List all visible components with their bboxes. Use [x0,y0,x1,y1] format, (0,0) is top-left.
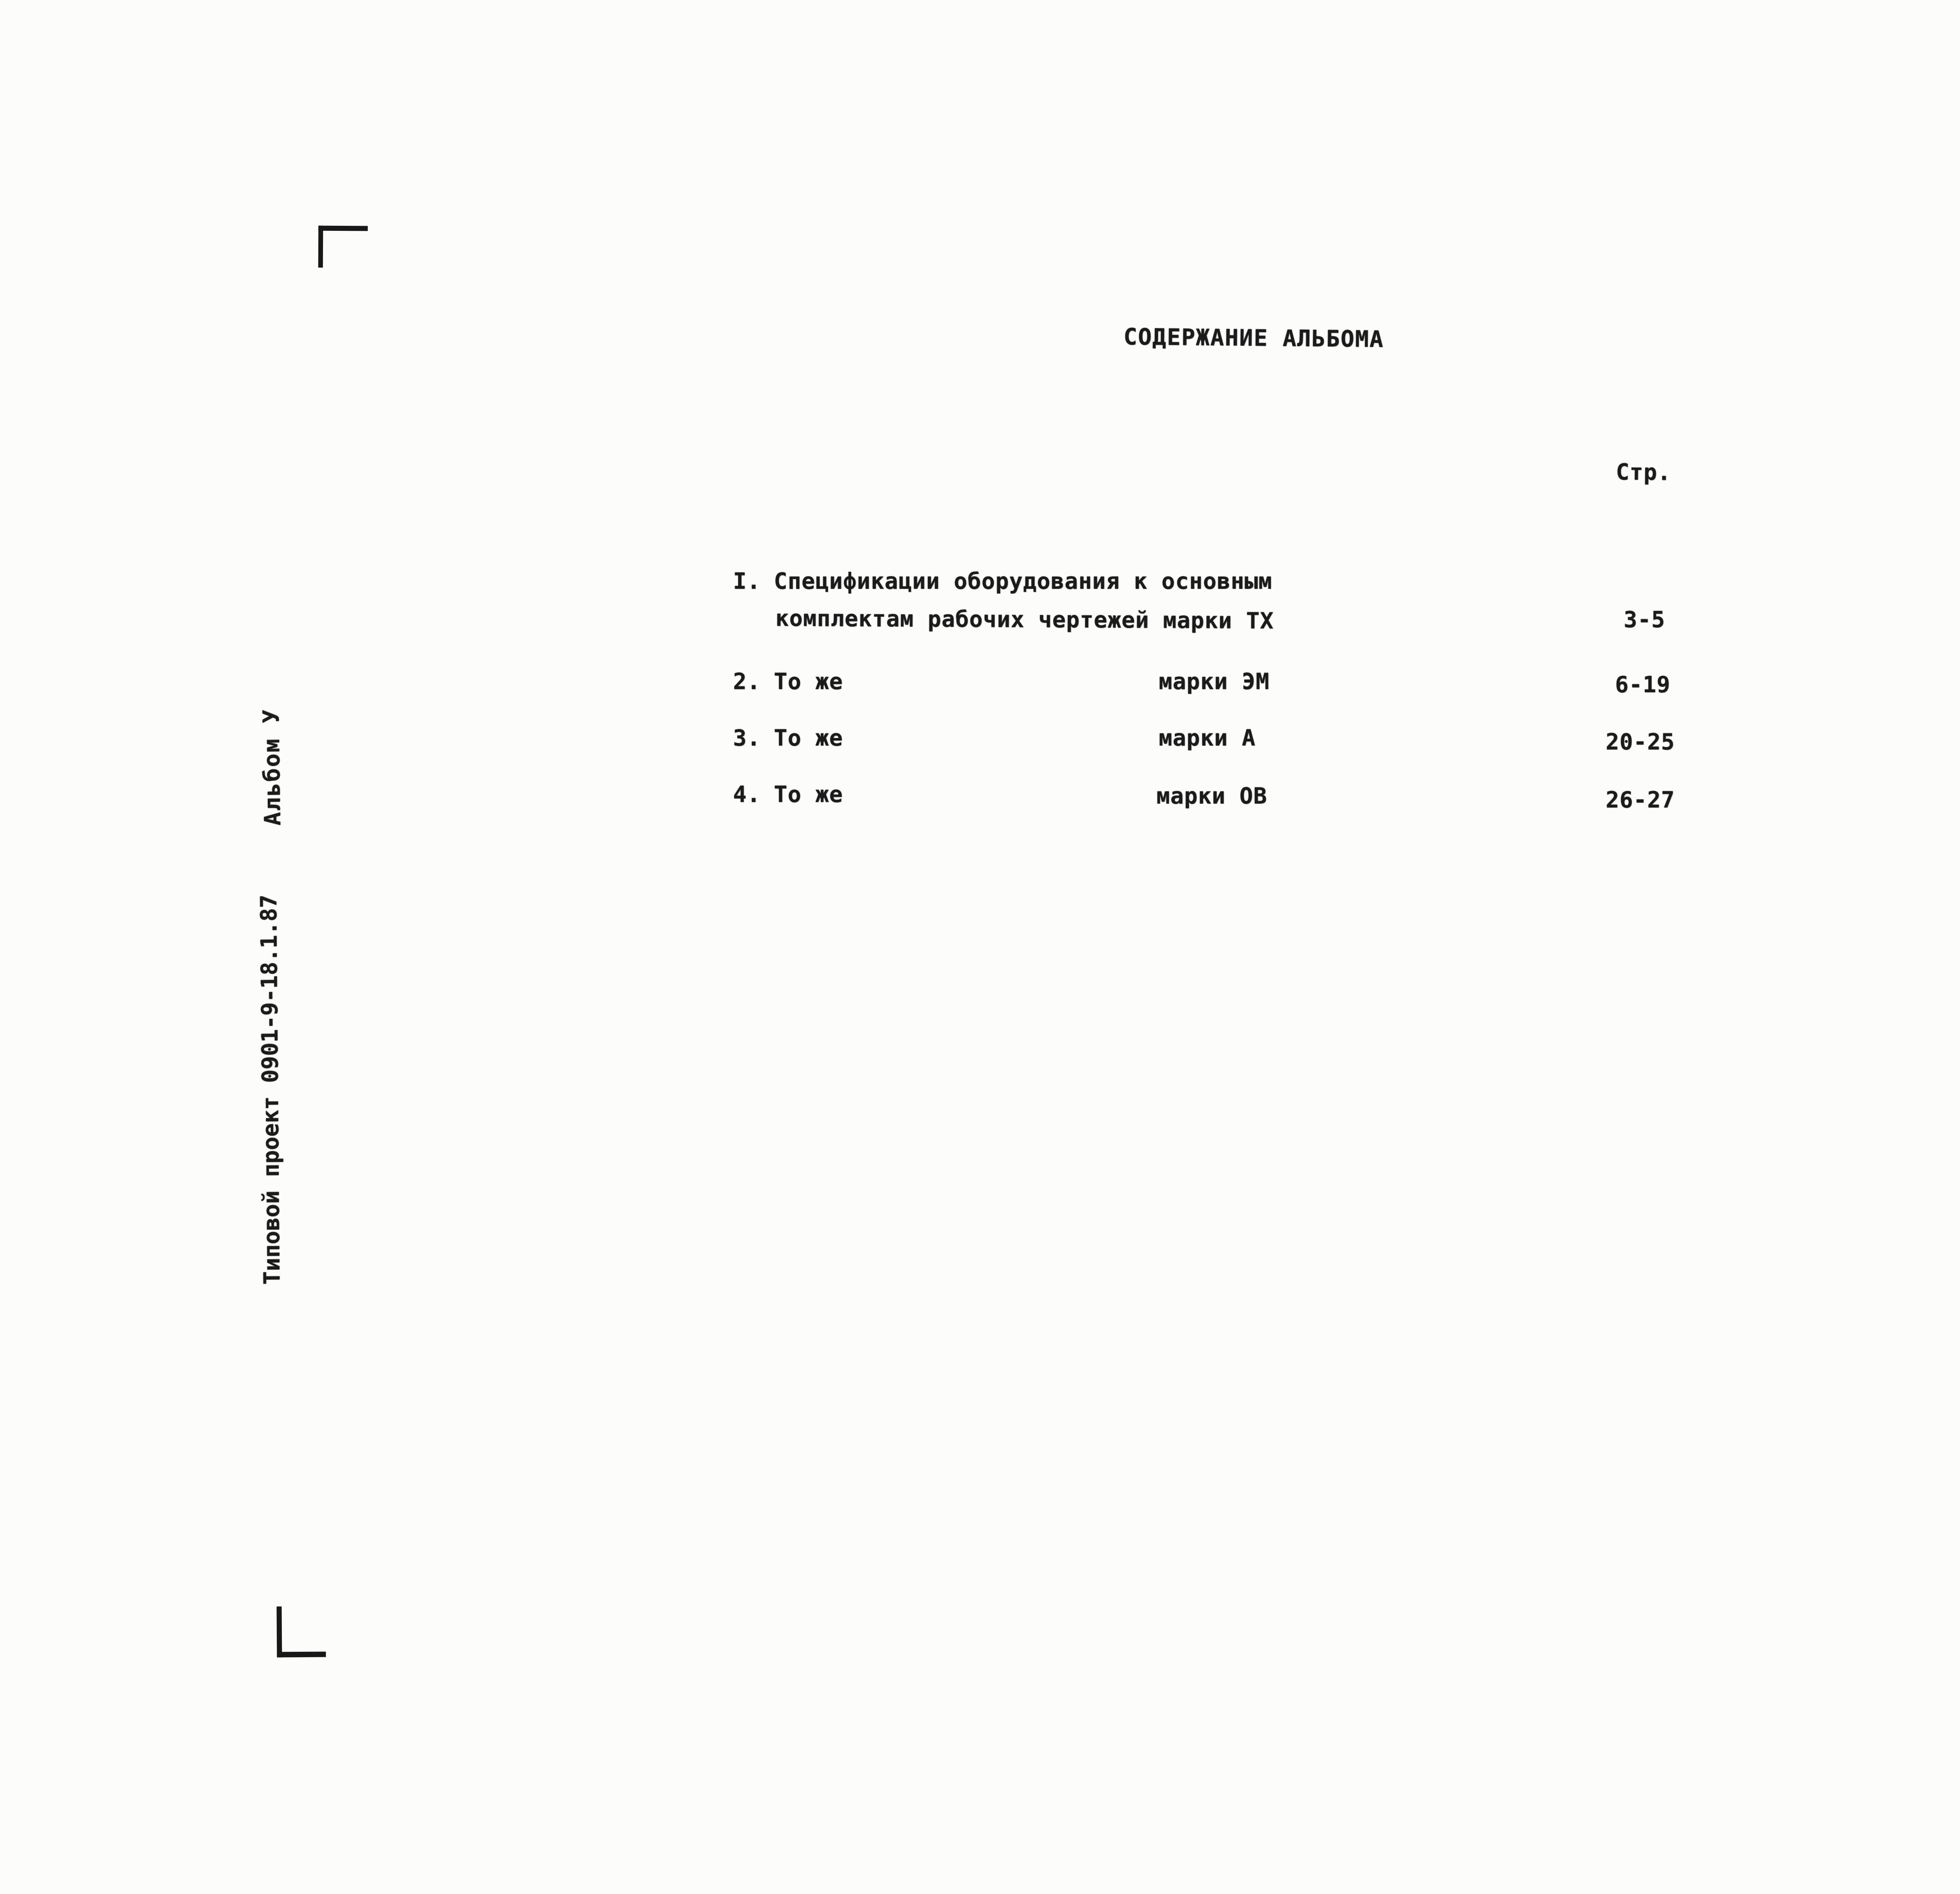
toc-item-mark: марки А [1159,725,1256,751]
toc-item-pages: 26-27 [1606,787,1675,813]
toc-item-mark: марки ЭМ [1159,669,1270,695]
toc-item-pages: 20-25 [1606,729,1675,755]
toc-item-text-line1: Спецификации оборудования к основным [774,568,1272,594]
toc-row: 4. То же [733,782,843,807]
toc-item-text: То же [774,725,843,751]
album-side-label: Альбом У [258,708,286,826]
crop-mark-bottom-left [276,1606,326,1658]
page-title: СОДЕРЖАНИЕ АЛЬБОМА [1123,323,1384,353]
toc-item-pages: 3-5 [1624,607,1665,633]
toc-item-text-line2: комплектам рабочих чертежей марки ТХ [775,605,1274,634]
toc-item-mark: марки ОВ [1156,783,1267,809]
toc-item-number: 3. [733,725,761,751]
toc-item-number: I. [733,568,761,594]
toc-item-text: То же [774,669,843,695]
pages-column-header: Стр. [1615,459,1671,486]
toc-item-text: То же [774,782,843,807]
toc-item-number: 4. [733,782,761,807]
toc-row: I. Спецификации оборудования к основным [733,568,1272,594]
toc-item-number: 2. [733,669,761,695]
crop-mark-top-left [318,225,368,268]
toc-row: 2. То же [733,669,843,695]
toc-item-pages: 6-19 [1615,672,1671,698]
project-side-label: Типовой проект 0901-9-18.1.87 [256,894,285,1285]
toc-row: 3. То же [733,725,843,751]
